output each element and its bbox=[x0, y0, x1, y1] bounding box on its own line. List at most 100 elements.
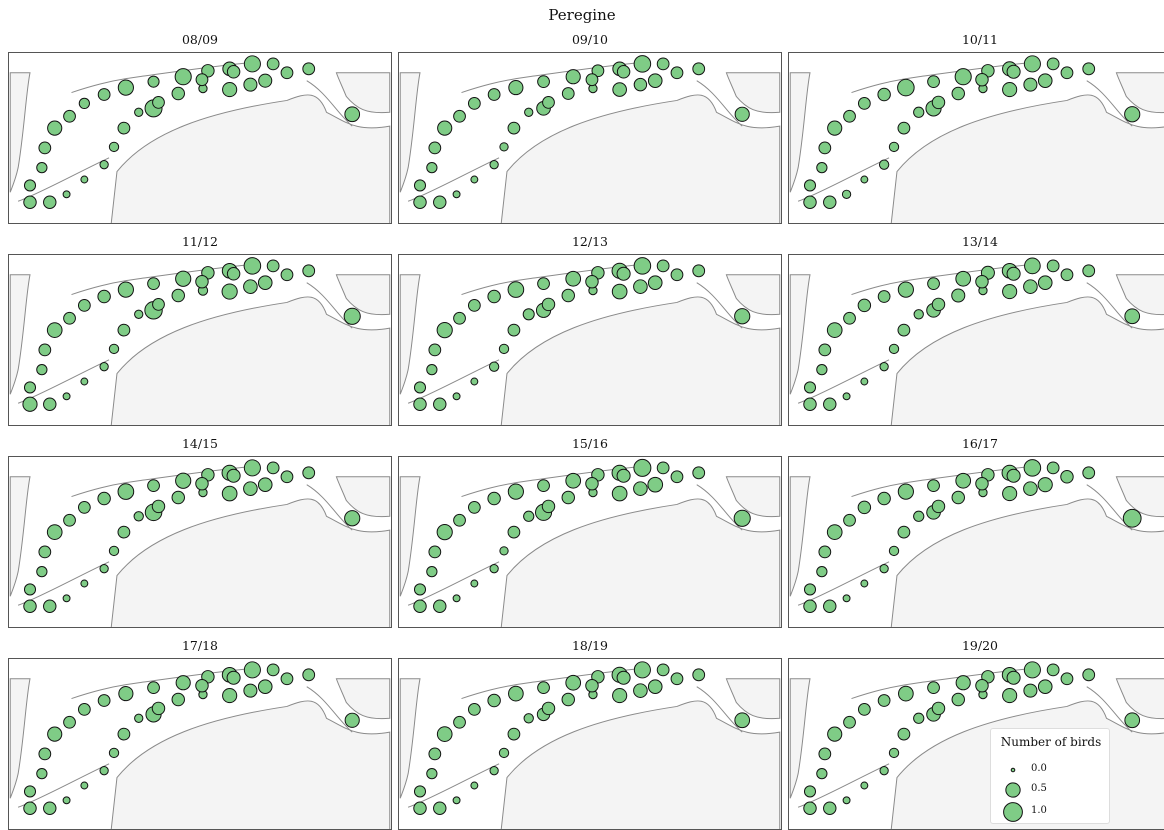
site-bubble bbox=[23, 381, 37, 394]
site-bubble bbox=[1060, 66, 1074, 80]
site-bubble bbox=[97, 694, 111, 707]
site-bubble bbox=[118, 686, 134, 702]
site-bubble bbox=[860, 377, 869, 386]
site-bubble bbox=[62, 392, 71, 401]
site-bubble bbox=[816, 768, 828, 780]
site-bubble bbox=[99, 362, 109, 372]
site-bubble bbox=[843, 109, 856, 123]
site-bubble bbox=[1002, 81, 1018, 98]
legend-label: 1.0 bbox=[1031, 805, 1047, 816]
site-bubble bbox=[133, 511, 144, 522]
site-bubble bbox=[117, 281, 134, 298]
site-bubble bbox=[134, 713, 144, 723]
site-bubble bbox=[437, 120, 453, 136]
site-bubble bbox=[537, 75, 550, 89]
site-bubble bbox=[36, 768, 48, 780]
site-bubble bbox=[507, 525, 521, 539]
site-bubble bbox=[38, 747, 52, 761]
site-bubble bbox=[913, 510, 925, 522]
site-bubble bbox=[63, 109, 76, 123]
panel-title: 12/13 bbox=[571, 234, 609, 249]
site-bubble bbox=[243, 661, 261, 679]
site-bubble bbox=[62, 796, 71, 805]
site-bubble bbox=[243, 481, 258, 496]
site-bubble bbox=[803, 397, 817, 411]
panel-title: 14/15 bbox=[181, 436, 219, 451]
site-bubble bbox=[951, 86, 965, 101]
site-bubble bbox=[280, 672, 294, 686]
site-bubble bbox=[428, 747, 442, 761]
site-bubble bbox=[537, 479, 550, 493]
site-bubble bbox=[1060, 470, 1074, 484]
site-bubble bbox=[1006, 64, 1021, 79]
legend: Number of birds 0.0 0.5 1.0 bbox=[990, 728, 1110, 824]
site-bubble bbox=[46, 322, 63, 338]
site-bubble bbox=[816, 566, 828, 578]
site-bubble bbox=[877, 87, 891, 102]
site-bubble bbox=[452, 392, 461, 401]
site-bubble bbox=[152, 96, 165, 109]
site-bubble bbox=[656, 663, 670, 677]
site-bubble bbox=[499, 142, 509, 152]
site-bubble bbox=[222, 687, 238, 704]
site-bubble bbox=[452, 594, 461, 603]
site-bubble bbox=[507, 281, 525, 298]
legend-marker bbox=[1003, 802, 1023, 822]
site-bubble bbox=[467, 97, 481, 110]
site-bubble bbox=[522, 308, 535, 321]
panel-title: 17/18 bbox=[181, 638, 219, 653]
site-bubble bbox=[1060, 672, 1074, 686]
site-bubble bbox=[951, 288, 966, 303]
site-bubble bbox=[62, 594, 71, 603]
panel-title: 08/09 bbox=[181, 32, 219, 47]
site-bubble bbox=[1122, 508, 1142, 528]
site-bubble bbox=[488, 361, 500, 372]
site-bubble bbox=[897, 727, 911, 741]
site-bubble bbox=[633, 257, 652, 275]
site-bubble bbox=[174, 68, 192, 86]
site-bubble bbox=[38, 343, 52, 357]
site-bubble bbox=[647, 275, 663, 290]
landmass bbox=[9, 274, 391, 425]
site-bubble bbox=[134, 107, 144, 117]
site-bubble bbox=[842, 796, 851, 805]
site-bubble bbox=[243, 77, 258, 92]
site-bubble bbox=[633, 77, 648, 92]
site-bubble bbox=[63, 513, 76, 527]
site-bubble bbox=[647, 476, 664, 493]
site-bubble bbox=[565, 270, 582, 287]
site-bubble bbox=[487, 289, 501, 304]
site-bubble bbox=[897, 121, 911, 135]
site-bubble bbox=[541, 499, 556, 514]
map-svg bbox=[789, 55, 1164, 223]
map-frame bbox=[788, 456, 1164, 628]
map-frame bbox=[398, 456, 782, 628]
site-bubble bbox=[453, 715, 466, 729]
site-bubble bbox=[117, 79, 134, 96]
site-bubble bbox=[280, 470, 294, 484]
site-bubble bbox=[151, 499, 166, 514]
site-bubble bbox=[175, 270, 192, 287]
site-bubble bbox=[803, 599, 817, 613]
site-bubble bbox=[426, 768, 438, 780]
site-bubble bbox=[897, 281, 914, 298]
site-bubble bbox=[195, 274, 209, 289]
site-bubble bbox=[46, 524, 63, 540]
site-bubble bbox=[243, 55, 261, 73]
site-bubble bbox=[97, 88, 111, 101]
site-bubble bbox=[507, 121, 521, 135]
site-bubble bbox=[63, 311, 76, 325]
site-bubble bbox=[36, 566, 48, 578]
site-bubble bbox=[343, 307, 361, 325]
site-bubble bbox=[426, 566, 438, 578]
site-bubble bbox=[857, 298, 872, 313]
site-bubble bbox=[823, 397, 837, 411]
site-bubble bbox=[585, 476, 599, 491]
panel-title: 16/17 bbox=[961, 436, 999, 451]
site-bubble bbox=[117, 525, 131, 539]
site-bubble bbox=[1002, 485, 1018, 502]
site-bubble bbox=[803, 195, 817, 209]
site-bubble bbox=[507, 483, 524, 500]
site-bubble bbox=[243, 459, 261, 477]
